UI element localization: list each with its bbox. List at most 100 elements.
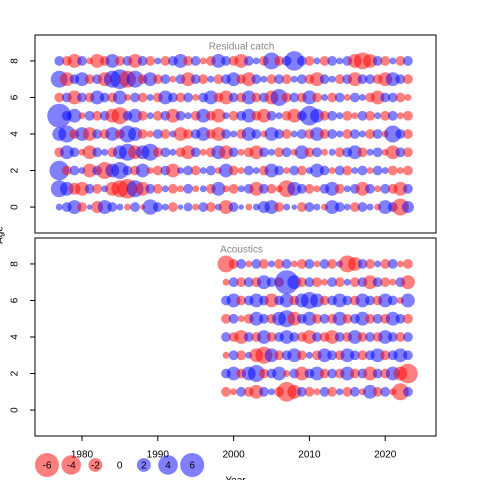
bubble [342,129,353,139]
bubble [332,293,347,308]
bubble [203,90,218,105]
bubble [374,185,382,193]
legend-label: -4 [67,461,76,472]
bubble [238,204,244,210]
bubble [349,92,360,103]
bubble [152,202,163,212]
bubble [226,366,241,381]
bubble [291,204,297,210]
x-axis-label: Year [225,476,246,480]
bubble [365,110,375,121]
bubble [403,332,413,342]
bubble [393,181,408,196]
bubble [387,332,398,342]
bubble [336,112,344,120]
bubble [395,332,406,342]
bubble [228,313,239,324]
bubble [334,183,345,194]
bubble [183,202,193,212]
bubble [112,90,127,105]
bubble [349,202,360,212]
bubble [146,112,154,120]
legend-label: -6 [43,461,52,472]
x-tick-label: 2020 [374,450,397,461]
bubble [380,183,391,194]
bubble [77,92,87,103]
bubble [259,386,269,397]
bubble [304,386,315,397]
bubble [302,311,317,326]
legend-bubble [136,458,151,472]
bubble [384,125,402,143]
bubble [340,348,355,363]
bubble [319,129,330,139]
bubble [256,330,271,344]
bubble [243,332,254,342]
bubble [160,129,171,139]
bubble [313,185,321,193]
bubble [380,110,391,121]
bubble [207,75,215,83]
bubble [310,108,324,123]
bubble [137,92,148,103]
bubble [334,147,345,158]
legend-bubble [34,452,60,478]
y-tick-label: 8 [10,261,21,267]
y-tick-label: 2 [10,370,21,376]
bubble [245,260,253,268]
bubble [226,72,241,87]
bubble [395,313,406,324]
bubble [92,147,103,158]
bubble [169,75,177,83]
bubble [342,165,353,176]
bubble [126,70,144,88]
bubble [166,108,180,123]
bubble [124,203,131,211]
bubble [327,56,338,66]
bubble [217,255,235,273]
bubble [387,259,398,269]
bubble [305,351,313,359]
bubble [363,275,377,290]
bubble [251,92,262,103]
bubble [396,167,404,174]
bubble [289,92,300,103]
bubble [287,108,302,123]
bubble [146,167,154,174]
bubble [343,94,351,101]
bubble [243,277,254,288]
bubble [221,386,231,397]
bubble [327,350,338,361]
bubble [389,57,397,65]
bubble [92,129,103,139]
bubble [365,295,375,306]
bubble [310,293,324,308]
bubble [342,386,353,397]
bubble [252,203,260,211]
bubble [128,108,142,123]
bubble [336,388,344,396]
bubble [290,75,298,83]
bubble [296,74,307,85]
bubble [183,129,194,139]
bubble [228,110,239,121]
bubble [327,368,338,379]
bubble [116,203,124,211]
bubble [296,386,307,397]
bubble [281,129,292,139]
bubble [249,384,264,399]
bubble [396,260,404,268]
bubble [380,259,391,269]
bubble [234,54,249,68]
bubble [327,386,338,397]
bubble [249,293,264,308]
bubble [304,147,315,158]
x-tick-label: 2010 [298,450,321,461]
bubble [385,145,400,160]
bubble [247,365,265,383]
bubble [259,147,269,158]
bubble [398,363,418,384]
bubble [403,313,413,324]
bubble [199,167,207,174]
